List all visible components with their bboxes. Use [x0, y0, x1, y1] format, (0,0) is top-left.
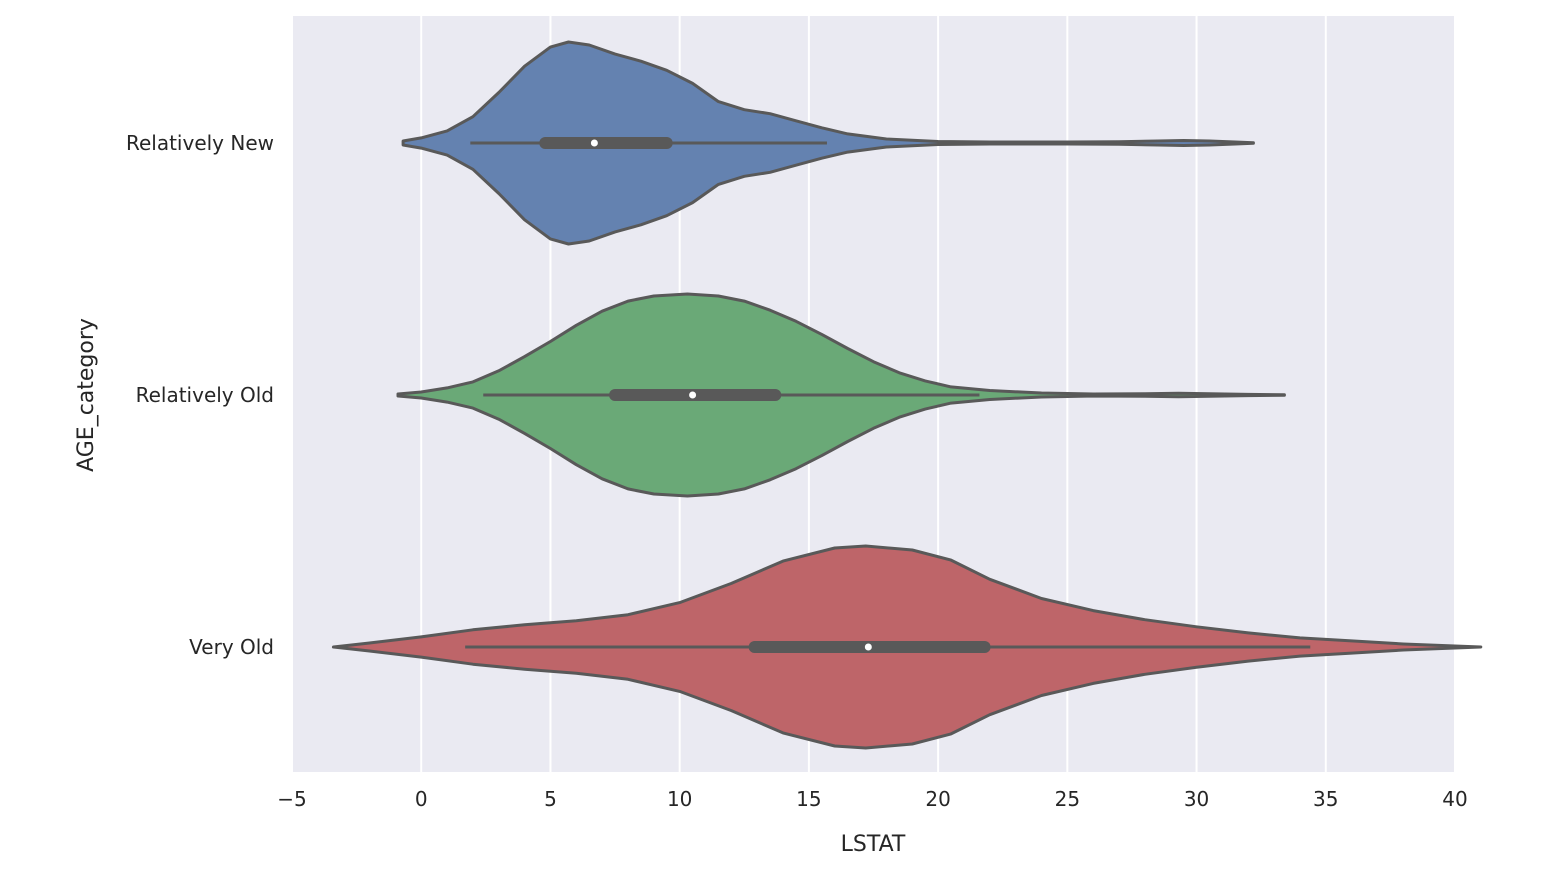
- x-tick-labels: −5 0 5 10 15 20 25 30 35 40: [277, 787, 1467, 811]
- y-tick-label-1: Relatively Old: [136, 383, 274, 407]
- violin-1: [396, 292, 1286, 498]
- x-axis-title: LSTAT: [841, 832, 906, 857]
- violin-0: [401, 40, 1255, 246]
- violin-2: [331, 544, 1483, 750]
- x-tick-label-6: 25: [1055, 787, 1080, 811]
- y-axis-title: AGE_category: [74, 318, 99, 472]
- x-tick-label-9: 40: [1442, 787, 1467, 811]
- y-tick-label-2: Very Old: [189, 635, 274, 659]
- violins: [331, 40, 1483, 750]
- x-tick-label-5: 20: [925, 787, 950, 811]
- x-tick-label-3: 10: [667, 787, 692, 811]
- y-tick-labels: Relatively New Relatively Old Very Old: [126, 131, 274, 659]
- violin-median-0: [590, 139, 598, 147]
- x-tick-label-8: 35: [1313, 787, 1338, 811]
- violin-body-0: [401, 40, 1255, 246]
- x-tick-label-2: 5: [544, 787, 557, 811]
- x-tick-label-0: −5: [277, 787, 306, 811]
- x-tick-label-1: 0: [415, 787, 428, 811]
- violin-median-1: [689, 391, 697, 399]
- x-tick-label-4: 15: [796, 787, 821, 811]
- x-tick-label-7: 30: [1184, 787, 1209, 811]
- y-tick-label-0: Relatively New: [126, 131, 274, 155]
- violin-median-2: [864, 643, 872, 651]
